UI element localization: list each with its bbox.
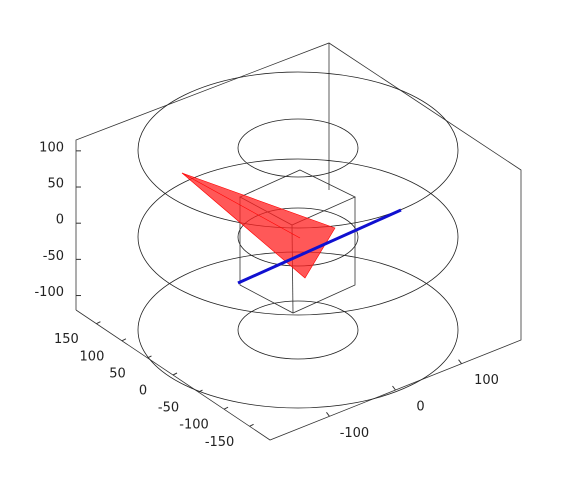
x-tick — [147, 355, 152, 359]
x-tick — [172, 372, 178, 376]
x-tick — [249, 423, 254, 427]
box-edge — [75, 42, 522, 441]
z-tick-label: -50 — [43, 249, 64, 264]
y-tick — [392, 385, 396, 391]
z-tick-label: -100 — [34, 285, 64, 300]
y-tick — [458, 359, 462, 364]
z-tick-label: 0 — [56, 213, 64, 228]
x-tick-label: -50 — [158, 401, 179, 416]
ring — [237, 118, 359, 178]
y-tick — [326, 412, 330, 417]
x-tick-label: 0 — [139, 384, 147, 399]
x-tick — [223, 406, 229, 410]
x-tick — [96, 321, 101, 325]
axes-box — [75, 42, 522, 441]
x-tick-label: -100 — [179, 418, 209, 433]
y-tick-label: -100 — [340, 426, 370, 441]
x-tick-label: 100 — [80, 349, 105, 364]
blue-line — [237, 208, 402, 285]
cone-surface — [181, 172, 336, 279]
z-tick-label: 50 — [47, 177, 64, 192]
y-tick-label: 100 — [474, 373, 499, 388]
x-tick — [198, 389, 203, 393]
x-tick — [121, 338, 127, 342]
ring — [137, 71, 459, 229]
cone — [181, 172, 336, 279]
ring — [237, 300, 359, 360]
ring — [137, 158, 459, 316]
y-tick-label: 0 — [416, 400, 424, 415]
cone-line — [181, 172, 301, 239]
z-tick-label: 100 — [39, 140, 64, 155]
x-tick-label: -150 — [205, 435, 235, 450]
x-tick-label: 50 — [109, 366, 126, 381]
x-tick-label: 150 — [54, 332, 79, 347]
